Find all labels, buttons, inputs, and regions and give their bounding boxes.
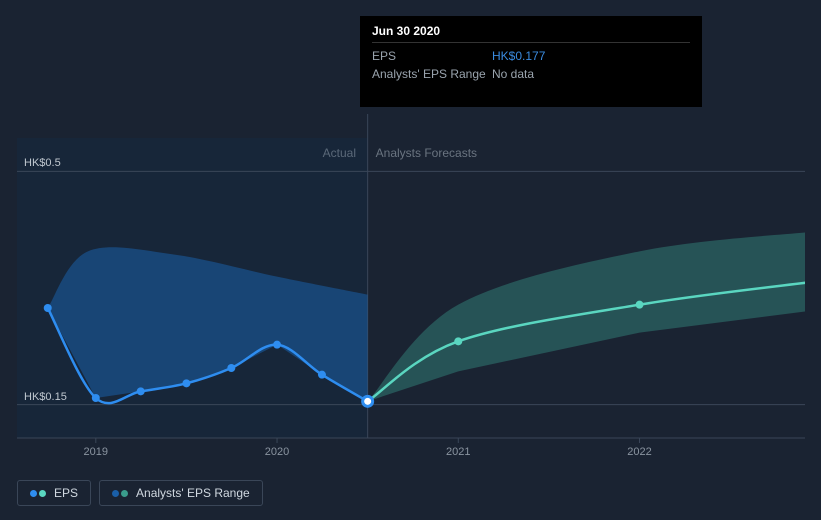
x-tick-label: 2021: [438, 446, 478, 458]
y-tick-label: HK$0.5: [24, 157, 61, 169]
legend-item-range[interactable]: Analysts' EPS Range: [99, 480, 263, 506]
x-tick-label: 2020: [257, 446, 297, 458]
tooltip-value: HK$0.177: [492, 49, 545, 63]
x-tick-label: 2022: [620, 446, 660, 458]
legend-swatch: [112, 489, 128, 497]
chart-legend: EPS Analysts' EPS Range: [17, 480, 263, 506]
tooltip-date: Jun 30 2020: [372, 24, 690, 43]
legend-item-eps[interactable]: EPS: [17, 480, 91, 506]
tooltip-row: EPS HK$0.177: [372, 47, 690, 65]
chart-tooltip: Jun 30 2020 EPS HK$0.177 Analysts' EPS R…: [360, 16, 702, 107]
legend-label: Analysts' EPS Range: [136, 486, 250, 500]
tooltip-label: EPS: [372, 49, 492, 63]
legend-label: EPS: [54, 486, 78, 500]
legend-swatch: [30, 489, 46, 497]
eps-chart: Jun 30 2020 EPS HK$0.177 Analysts' EPS R…: [0, 0, 821, 520]
x-tick-label: 2019: [76, 446, 116, 458]
tooltip-row: Analysts' EPS Range No data: [372, 65, 690, 83]
tooltip-value: No data: [492, 67, 534, 81]
y-tick-label: HK$0.15: [24, 391, 67, 403]
tooltip-label: Analysts' EPS Range: [372, 67, 492, 81]
